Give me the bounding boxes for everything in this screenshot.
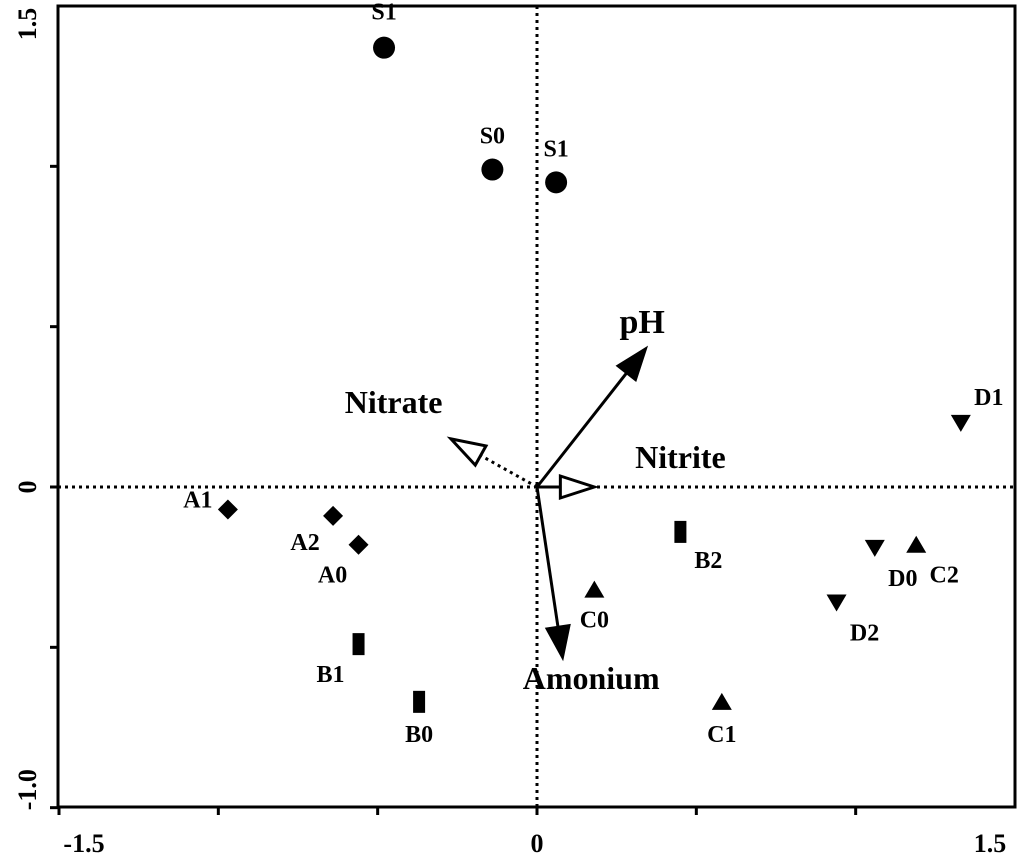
sample-point-b2: B2 bbox=[674, 520, 722, 574]
marker-triangle-up bbox=[906, 535, 927, 553]
sample-label: S0 bbox=[480, 124, 505, 150]
marker-diamond bbox=[323, 505, 344, 526]
vector-label: Nitrate bbox=[345, 384, 443, 420]
vector-nitrite: Nitrite bbox=[537, 439, 726, 501]
sample-point-d2: D2 bbox=[826, 594, 879, 646]
vector-label: pH bbox=[619, 304, 664, 341]
y-tick-label: 1.5 bbox=[13, 8, 42, 41]
vector-shaft bbox=[535, 371, 628, 488]
sample-point-d0: D0 bbox=[864, 539, 917, 592]
marker-diamond bbox=[348, 534, 369, 555]
vector-arrowhead bbox=[615, 345, 649, 383]
vector-shaft bbox=[479, 454, 538, 489]
sample-label: A1 bbox=[183, 487, 212, 513]
y-tick-label: -1.0 bbox=[13, 769, 42, 810]
vector-arrowhead bbox=[558, 473, 600, 501]
sample-point-b0: B0 bbox=[405, 690, 433, 748]
marker-triangle-up bbox=[584, 580, 605, 598]
sample-point-c1: C1 bbox=[707, 692, 736, 748]
sample-label: D2 bbox=[850, 620, 879, 646]
sample-label: B1 bbox=[317, 662, 345, 688]
marker-diamond bbox=[217, 499, 238, 520]
vector-label: Nitrite bbox=[635, 439, 726, 475]
sample-label: B2 bbox=[694, 548, 722, 574]
sample-point-s1: S1 bbox=[371, 0, 397, 59]
x-tick-label: 1.5 bbox=[974, 829, 1007, 858]
sample-label: S1 bbox=[371, 0, 396, 26]
marker-circle bbox=[373, 36, 396, 59]
marker-rect bbox=[352, 633, 365, 656]
sample-point-a0: A0 bbox=[318, 534, 369, 589]
sample-label: D0 bbox=[888, 566, 917, 592]
marker-circle bbox=[481, 158, 504, 181]
vector-ph: pH bbox=[535, 304, 665, 488]
sample-point-c2: C2 bbox=[906, 535, 959, 589]
sample-label: A0 bbox=[318, 563, 347, 589]
marker-rect bbox=[674, 520, 687, 543]
sample-label: C1 bbox=[707, 722, 736, 748]
sample-label: D1 bbox=[974, 385, 1003, 411]
sample-point-d1: D1 bbox=[950, 385, 1003, 432]
sample-label: C2 bbox=[930, 563, 959, 589]
sample-point-c0: C0 bbox=[580, 580, 609, 634]
sample-point-b1: B1 bbox=[317, 633, 365, 688]
sample-point-a1: A1 bbox=[183, 487, 238, 520]
marker-circle bbox=[545, 171, 568, 194]
sample-label: S1 bbox=[543, 136, 568, 162]
marker-rect bbox=[413, 690, 426, 713]
vector-nitrate: Nitrate bbox=[345, 384, 538, 489]
vector-label: Amonium bbox=[523, 660, 660, 696]
sample-label: C0 bbox=[580, 608, 609, 634]
marker-triangle-down bbox=[864, 539, 885, 557]
vector-arrowhead bbox=[544, 623, 571, 662]
sample-point-a2: A2 bbox=[290, 505, 344, 556]
x-tick-label: -1.5 bbox=[63, 829, 104, 858]
y-tick-label: 0 bbox=[13, 481, 42, 494]
marker-triangle-down bbox=[950, 414, 971, 432]
sample-label: B0 bbox=[405, 722, 433, 748]
sample-point-s0: S0 bbox=[480, 124, 505, 181]
x-tick-label: 0 bbox=[531, 829, 544, 858]
marker-triangle-up bbox=[711, 692, 732, 710]
vector-amonium: Amonium bbox=[523, 486, 660, 696]
marker-triangle-down bbox=[826, 594, 847, 612]
vector-shaft bbox=[535, 486, 560, 628]
sample-point-s1: S1 bbox=[543, 136, 569, 194]
sample-label: A2 bbox=[290, 530, 319, 556]
vector-arrowhead bbox=[446, 436, 489, 468]
